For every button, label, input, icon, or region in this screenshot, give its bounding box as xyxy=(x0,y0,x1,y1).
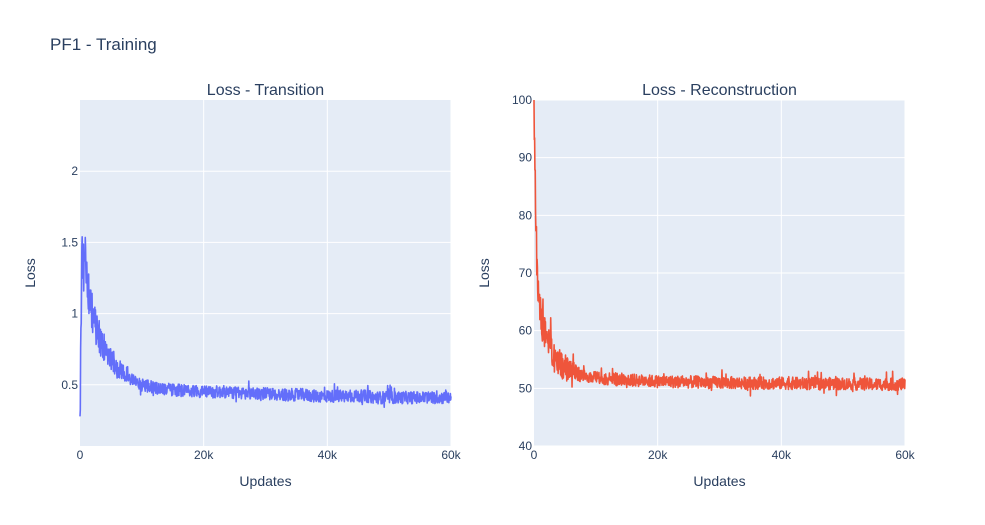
y-tick-label: 60 xyxy=(519,324,533,338)
subplot-reconstruction: Loss - Reconstruction 0 20k 40k 60k 40 50 60 70 8… xyxy=(476,82,916,489)
x-axis-title: Updates xyxy=(693,473,745,489)
y-tick-label: 1 xyxy=(71,307,78,321)
subplot-title: Loss - Transition xyxy=(207,82,324,99)
y-tick-label: 90 xyxy=(519,151,533,165)
x-tick-label: 60k xyxy=(441,448,461,462)
y-tick-label: 100 xyxy=(512,93,532,107)
y-tick-label: 1.5 xyxy=(61,235,78,249)
y-tick-label: 40 xyxy=(519,439,533,453)
subplot-title: Loss - Reconstruction xyxy=(642,82,797,99)
x-tick-label: 20k xyxy=(194,448,214,462)
x-tick-label: 20k xyxy=(648,448,668,462)
y-tick-label: 50 xyxy=(519,381,533,395)
x-axis-title: Updates xyxy=(239,473,291,489)
y-axis-title: Loss xyxy=(22,258,38,288)
figure-title: PF1 - Training xyxy=(50,35,157,54)
y-axis-title: Loss xyxy=(476,258,492,288)
x-tick-label: 40k xyxy=(318,448,338,462)
series-line xyxy=(79,236,452,417)
y-tick-label: 80 xyxy=(519,208,533,222)
y-tick-label: 0.5 xyxy=(61,378,78,392)
series-line xyxy=(533,99,906,397)
x-tick-label: 0 xyxy=(531,448,538,462)
x-tick-label: 60k xyxy=(895,448,915,462)
subplot-transition: Loss - Transition 0 20k 40k 60k 0.5 1 1.5 2 Updat… xyxy=(22,82,462,489)
y-tick-label: 2 xyxy=(71,164,78,178)
x-tick-label: 40k xyxy=(772,448,792,462)
y-tick-label: 70 xyxy=(519,266,533,280)
x-tick-label: 0 xyxy=(77,448,84,462)
